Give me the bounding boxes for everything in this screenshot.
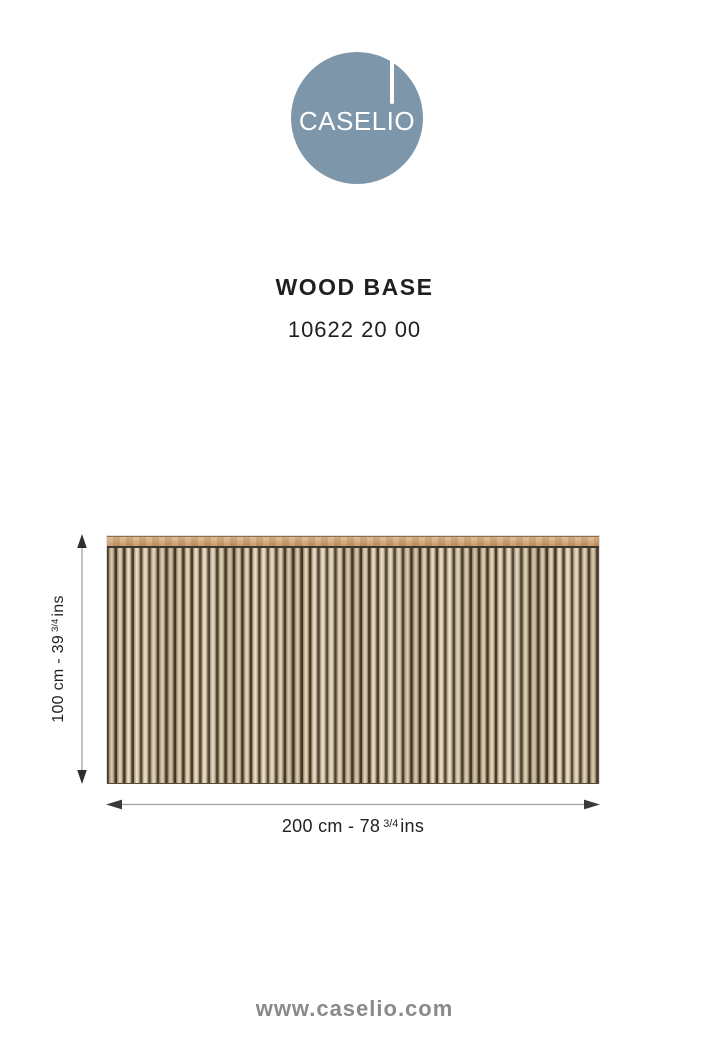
caselio-logo: CASELIO — [291, 52, 423, 184]
logo-i-ascender-bar — [390, 57, 394, 104]
width-dimension-label: 200 cm - 78 3/4 ins — [107, 816, 599, 837]
height-dimension-arrow-icon — [77, 534, 87, 784]
height-unit: ins — [49, 595, 67, 617]
product-name: WOOD BASE — [275, 274, 434, 300]
width-unit: ins — [400, 816, 425, 836]
height-value: 100 cm - 39 — [49, 634, 67, 723]
height-dimension-label: 100 cm - 39 3/4ins — [46, 579, 67, 739]
width-fraction: 3/4 — [383, 817, 399, 830]
logo-wordmark: CASELIO — [298, 105, 416, 136]
height-fraction: 3/4 — [50, 618, 61, 632]
website-url: www.caselio.com — [255, 996, 454, 1021]
width-value: 200 cm - 78 — [281, 816, 381, 836]
product-reference: 10622 20 00 — [287, 317, 422, 342]
wood-panel-image — [107, 536, 599, 784]
panel-top-rail — [107, 536, 599, 548]
panel-vertical-slats — [107, 548, 599, 784]
width-dimension-arrow-icon — [106, 799, 600, 810]
